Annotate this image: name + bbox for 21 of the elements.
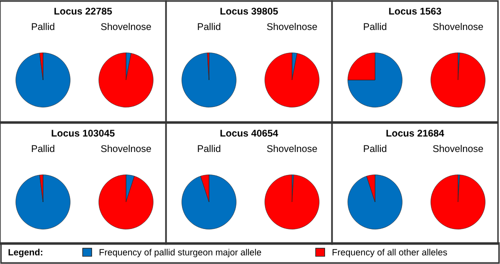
chart-subtitle: Shovelnose xyxy=(101,144,151,152)
chart-title: Locus 21684 xyxy=(386,130,444,137)
chart-title: Locus 22785 xyxy=(54,8,112,15)
chart-subtitle: Shovelnose xyxy=(267,144,317,152)
chart-subtitle: Shovelnose xyxy=(433,22,483,30)
chart-subtitle: Shovelnose xyxy=(101,22,151,30)
chart-subtitle: Pallid xyxy=(364,22,386,30)
chart-title: Locus 39805 xyxy=(220,8,278,15)
chart-title: Locus 103045 xyxy=(52,130,115,137)
chart-subtitle: Pallid xyxy=(364,144,386,152)
chart-subtitle: Shovelnose xyxy=(267,22,317,30)
chart-subtitle: Pallid xyxy=(32,144,54,152)
chart-subtitle: Pallid xyxy=(198,22,220,30)
legend-label: Frequency of pallid sturgeon major allele xyxy=(100,248,262,258)
chart-title: Locus 40654 xyxy=(220,130,278,137)
chart-title: Locus 1563 xyxy=(389,8,442,15)
chart-subtitle: Pallid xyxy=(198,144,220,152)
chart-subtitle: Pallid xyxy=(32,22,54,30)
legend-label: Frequency of all other alleles xyxy=(332,248,448,258)
legend-title: Legend: xyxy=(8,248,42,258)
chart-subtitle: Shovelnose xyxy=(433,144,483,152)
